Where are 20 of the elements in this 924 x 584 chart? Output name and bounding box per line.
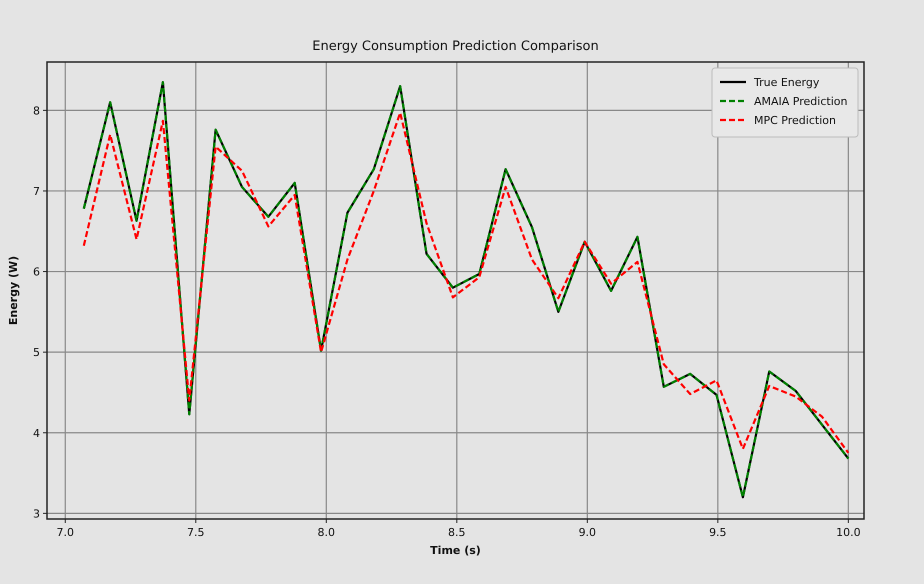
x-tick-label: 9.0: [578, 526, 596, 539]
legend-label: MPC Prediction: [754, 114, 836, 127]
x-tick-label: 8.5: [448, 526, 466, 539]
x-tick-label: 9.5: [709, 526, 727, 539]
x-axis-title: Time (s): [430, 544, 481, 557]
x-tick-label: 7.0: [56, 526, 74, 539]
y-tick-label: 3: [33, 507, 40, 520]
y-tick-label: 8: [33, 104, 40, 118]
y-tick-label: 6: [33, 266, 40, 279]
legend-label: True Energy: [753, 76, 820, 89]
x-tick-label: 10.0: [836, 526, 861, 539]
y-tick-label: 5: [33, 346, 40, 360]
chart-title: Energy Consumption Prediction Comparison: [312, 39, 599, 54]
y-tick-label: 7: [33, 184, 40, 198]
x-tick-label: 8.0: [318, 526, 336, 539]
legend-label: AMAIA Prediction: [754, 95, 848, 108]
x-tick-label: 7.5: [187, 526, 205, 539]
y-axis-title: Energy (W): [7, 256, 20, 326]
y-tick-label: 4: [33, 426, 40, 440]
line-series: [82, 112, 850, 454]
